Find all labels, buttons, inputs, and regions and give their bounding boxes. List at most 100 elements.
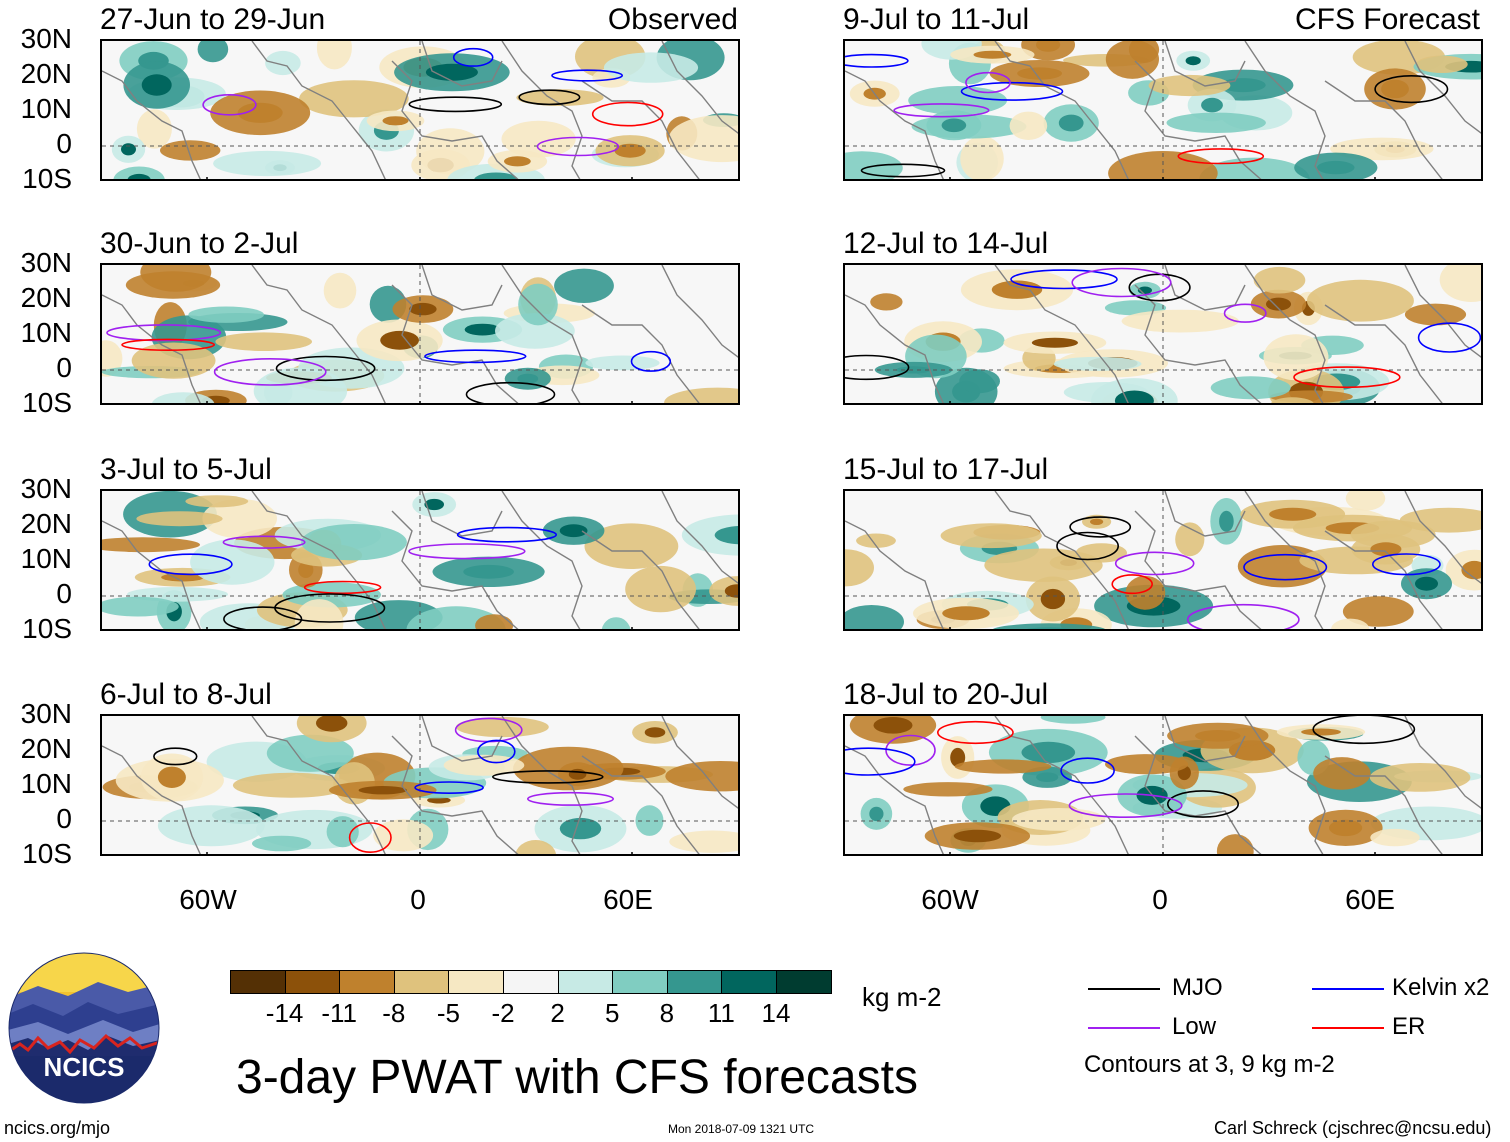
wave-contour — [1177, 148, 1265, 165]
lat-label: 10N — [20, 93, 72, 124]
coastline — [994, 265, 1129, 403]
pwat-anomaly-shade — [603, 52, 699, 83]
pwat-anomaly-shade — [903, 782, 993, 797]
map-field — [845, 491, 1481, 629]
coastline — [1244, 716, 1326, 854]
legend-label-kelvin: Kelvin x2 — [1392, 974, 1490, 1001]
pwat-anomaly-core — [1090, 518, 1104, 525]
pwat-anomaly-core — [425, 63, 478, 81]
coastline — [581, 80, 700, 179]
pwat-anomaly-shade — [959, 369, 1000, 394]
lat-label: 10S — [22, 387, 72, 418]
pwat-anomaly-core — [973, 50, 1012, 59]
wave-contour — [1243, 553, 1328, 581]
pwat-anomaly-shade — [140, 265, 212, 292]
colorbar-swatch — [448, 970, 504, 994]
colorbar-label: 14 — [761, 998, 791, 1028]
pwat-anomaly-shade — [157, 805, 265, 847]
pwat-anomaly-shade — [1331, 618, 1370, 629]
legend-line-low — [1088, 1027, 1160, 1029]
ncics-logo: NCICS — [8, 952, 160, 1104]
pwat-anomaly-core — [127, 173, 151, 179]
wave-contour — [1114, 551, 1195, 576]
coastline — [1404, 265, 1481, 358]
pwat-anomaly-shade — [1012, 808, 1106, 831]
coastline — [391, 735, 519, 854]
wave-contour — [213, 358, 327, 386]
pwat-anomaly-core — [614, 143, 646, 158]
pwat-anomaly-core — [237, 102, 283, 123]
pwat-anomaly-core — [1301, 728, 1341, 736]
pwat-anomaly-core — [409, 302, 437, 316]
legend-label-er: ER — [1392, 1013, 1426, 1040]
pwat-anomaly-shade — [136, 511, 223, 527]
pwat-anomaly-shade — [1271, 397, 1314, 403]
coastline — [1404, 491, 1481, 584]
wave-contour — [1374, 74, 1449, 104]
footer-url[interactable]: ncics.org/mjo — [4, 1118, 111, 1138]
coastline — [421, 265, 503, 311]
pwat-anomaly-core — [1329, 819, 1363, 837]
coastline — [102, 294, 201, 403]
pwat-anomaly-shade — [665, 761, 738, 792]
pwat-map-panel — [843, 39, 1483, 181]
pwat-anomaly-shade — [1053, 356, 1142, 371]
pwat-anomaly-shade — [456, 716, 549, 738]
pwat-map-panel — [843, 489, 1483, 631]
pwat-anomaly-shade — [501, 120, 576, 158]
pwat-anomaly-shade — [940, 523, 1042, 549]
pwat-anomaly-core — [1370, 542, 1402, 557]
pwat-anomaly-shade — [1216, 834, 1254, 854]
pwat-anomaly-core — [141, 74, 172, 96]
legend-line-mjo — [1088, 988, 1160, 990]
pwat-anomaly-shade — [1175, 522, 1205, 557]
lat-label: 30N — [20, 23, 72, 54]
pwat-anomaly-core — [941, 118, 967, 133]
pwat-anomaly-core — [1219, 510, 1234, 532]
pwat-anomaly-shade — [1342, 596, 1414, 627]
pwat-anomaly-shade — [1009, 111, 1048, 140]
pwat-anomaly-shade — [515, 840, 557, 854]
pwat-anomaly-shade — [1210, 376, 1291, 400]
lat-label: 30N — [20, 473, 72, 504]
pwat-anomaly-shade — [102, 596, 179, 617]
panel-title: 18-Jul to 20-Jul — [843, 678, 1049, 711]
wave-contour — [1223, 303, 1267, 323]
pwat-anomaly-core — [1381, 79, 1409, 99]
pwat-anomaly-core — [1031, 337, 1078, 348]
pwat-anomaly-core — [1114, 390, 1154, 403]
pwat-anomaly-shade — [102, 340, 123, 377]
pwat-anomaly-shade — [1125, 575, 1166, 610]
coastline — [501, 716, 583, 854]
pwat-anomaly-shade — [299, 80, 409, 118]
wave-contour — [1293, 366, 1401, 389]
pwat-anomaly-shade — [845, 605, 904, 629]
pwat-map-panel — [843, 714, 1483, 856]
pwat-anomaly-shade — [984, 548, 1103, 582]
coastline — [1324, 755, 1443, 854]
coastline — [421, 41, 503, 87]
coastline — [661, 716, 738, 809]
map-field — [845, 265, 1481, 403]
coastline — [1244, 265, 1326, 403]
pwat-map-panel — [100, 489, 740, 631]
coastline — [391, 60, 519, 179]
pwat-anomaly-shade — [301, 524, 407, 561]
pwat-anomaly-core — [873, 717, 913, 734]
wave-contour — [106, 324, 222, 342]
colorbar-swatch — [393, 970, 450, 994]
pwat-anomaly-shade — [326, 816, 359, 848]
colorbar-swatch — [284, 970, 341, 994]
wave-contour — [408, 543, 526, 560]
main-title: 3-day PWAT with CFS forecasts — [236, 1051, 918, 1104]
colorbar-swatch — [503, 970, 559, 994]
footer-author: Carl Schreck (cjschrec@ncsu.edu) — [1214, 1118, 1492, 1138]
pwat-anomaly-shade — [373, 819, 434, 852]
lat-label: 0 — [56, 128, 72, 159]
coastline — [1404, 41, 1481, 134]
map-field — [102, 265, 738, 403]
panel-title: 9-Jul to 11-Jul — [843, 3, 1030, 36]
map-field — [102, 716, 738, 854]
colorbar-swatch — [721, 970, 777, 994]
coastline — [1134, 510, 1262, 629]
